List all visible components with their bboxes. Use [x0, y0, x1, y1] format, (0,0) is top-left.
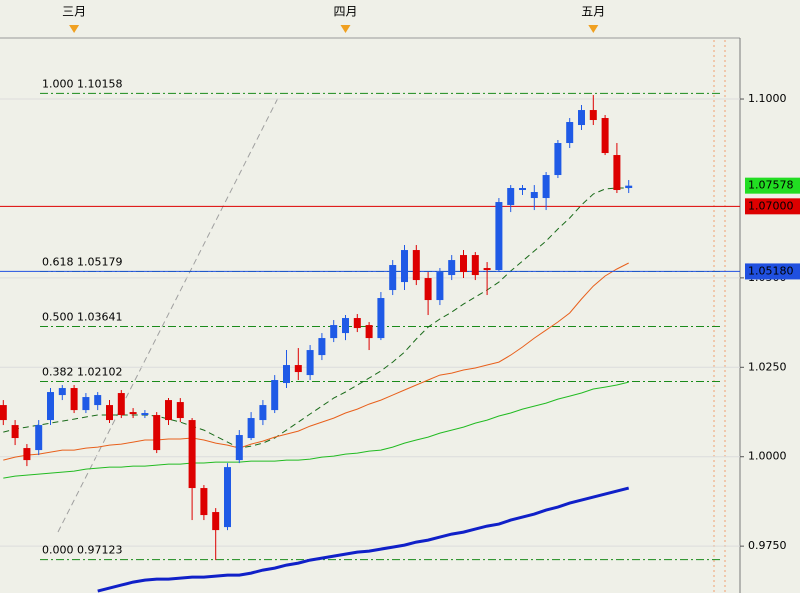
candle-body: [495, 202, 503, 271]
candle-body: [11, 425, 19, 439]
candle-body: [483, 268, 491, 271]
candle-body: [601, 118, 609, 154]
candle-body: [365, 325, 373, 339]
candle-body: [23, 448, 31, 461]
candle-body: [578, 110, 585, 126]
candle-body: [424, 278, 432, 301]
moving-average: [97, 486, 630, 593]
fib-label: 0.500 1.03641: [42, 310, 122, 323]
month-label: 五月: [581, 5, 605, 19]
candle-body: [129, 412, 137, 415]
candle-body: [589, 110, 597, 121]
candle-body: [224, 467, 231, 528]
candle-body: [94, 395, 102, 406]
y-tick-label: 1.0250: [748, 360, 787, 373]
candle-body: [519, 188, 526, 191]
price-box-label: 1.07000: [748, 199, 794, 212]
fib-trendline: [57, 97, 279, 533]
candle-body: [235, 435, 243, 461]
candle-body: [530, 192, 538, 199]
price-box-label: 1.07578: [748, 179, 794, 192]
candle-body: [448, 260, 456, 276]
candle-body: [283, 365, 290, 384]
fib-label: 1.000 1.10158: [42, 77, 122, 90]
candle-body: [318, 338, 326, 356]
candle-body: [0, 405, 7, 421]
candle-body: [58, 388, 66, 396]
month-marker: [588, 25, 599, 33]
candle-body: [212, 512, 220, 531]
fib-label: 0.618 1.05179: [42, 255, 122, 268]
month-label: 四月: [333, 5, 357, 19]
candle-body: [342, 318, 349, 334]
candle-body: [106, 405, 113, 421]
candle-body: [176, 402, 184, 419]
candle-body: [542, 175, 550, 199]
candle-body: [165, 400, 172, 421]
candle-body: [412, 250, 420, 281]
month-marker: [69, 25, 80, 33]
fib-label: 0.000 0.97123: [42, 544, 122, 557]
candle-body: [389, 265, 397, 291]
candle-body: [436, 272, 444, 301]
candle-body: [35, 425, 43, 451]
candle-body: [353, 318, 361, 329]
candle-body: [200, 488, 208, 516]
month-marker: [340, 25, 351, 33]
price-box: [745, 263, 800, 280]
candle-body: [294, 365, 302, 373]
fib-label: 0.382 1.02102: [42, 366, 122, 379]
candle-body: [271, 380, 279, 411]
month-label: 三月: [62, 5, 86, 19]
candle-body: [188, 420, 196, 489]
candle-body: [613, 155, 621, 191]
candle-body: [625, 185, 633, 189]
candle-body: [153, 415, 161, 451]
price-box: [745, 177, 800, 194]
candle-body: [259, 405, 267, 421]
candle-body: [566, 122, 574, 144]
candle-body: [507, 188, 515, 206]
candle-body: [70, 388, 78, 411]
candle-body: [554, 143, 562, 176]
candle-body: [401, 250, 408, 283]
candle-body: [306, 350, 314, 376]
moving-average: [3, 381, 629, 479]
price-box-label: 1.05180: [748, 264, 794, 277]
candle-body: [82, 397, 90, 411]
price-box: [745, 198, 800, 215]
moving-average: [3, 262, 629, 461]
candle-body: [247, 418, 255, 439]
y-tick-label: 0.9750: [748, 539, 787, 552]
candle-body: [377, 298, 385, 339]
candle-body: [330, 325, 338, 339]
candle-body: [471, 255, 479, 276]
candle-body: [460, 255, 467, 273]
candle-body: [47, 392, 54, 421]
y-tick-label: 1.1000: [748, 92, 787, 105]
candle-body: [117, 393, 125, 416]
y-tick-label: 1.0000: [748, 450, 787, 463]
candle-body: [141, 413, 149, 416]
